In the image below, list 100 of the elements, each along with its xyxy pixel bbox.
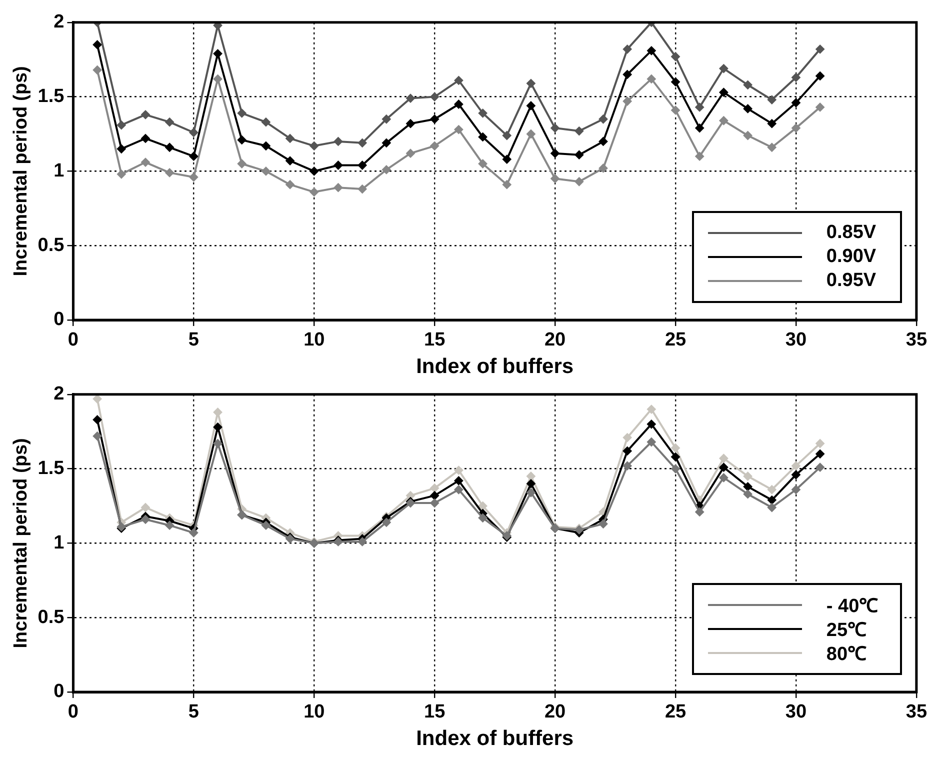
point bbox=[237, 159, 246, 168]
point bbox=[550, 148, 560, 158]
point bbox=[816, 462, 825, 472]
point bbox=[406, 148, 415, 158]
point bbox=[767, 485, 776, 494]
point bbox=[502, 130, 512, 140]
point bbox=[816, 439, 825, 448]
point bbox=[598, 136, 608, 146]
point bbox=[743, 482, 752, 492]
point bbox=[454, 476, 464, 486]
point bbox=[92, 415, 102, 424]
point bbox=[791, 72, 800, 82]
point bbox=[430, 92, 440, 102]
point bbox=[719, 116, 728, 126]
point bbox=[791, 124, 800, 133]
y-tick-label: 0 bbox=[54, 309, 64, 330]
point bbox=[92, 66, 102, 75]
point bbox=[502, 154, 512, 164]
point bbox=[598, 114, 608, 124]
y-tick-label: 2 bbox=[54, 12, 64, 33]
point bbox=[622, 461, 632, 470]
point bbox=[671, 443, 680, 452]
point bbox=[646, 46, 656, 56]
point bbox=[671, 106, 680, 115]
x-tick-label: 35 bbox=[906, 702, 928, 723]
point bbox=[454, 76, 464, 85]
point bbox=[695, 507, 704, 516]
point bbox=[116, 120, 126, 130]
point bbox=[140, 502, 150, 512]
x-tick-label: 5 bbox=[188, 330, 200, 351]
point bbox=[165, 118, 174, 127]
point bbox=[140, 134, 150, 143]
point bbox=[719, 462, 728, 472]
point bbox=[358, 184, 367, 194]
legend-label: 0.90V bbox=[826, 246, 876, 268]
point bbox=[622, 96, 632, 106]
point bbox=[454, 100, 464, 109]
y-axis-title: Incremental period (ps) bbox=[10, 66, 32, 276]
point bbox=[671, 452, 680, 462]
point bbox=[310, 188, 319, 197]
point bbox=[816, 44, 825, 54]
point bbox=[213, 422, 222, 432]
point bbox=[743, 472, 752, 481]
point bbox=[140, 158, 150, 167]
point bbox=[189, 172, 198, 182]
point bbox=[213, 439, 222, 448]
point bbox=[382, 518, 391, 527]
point bbox=[237, 108, 246, 118]
point bbox=[382, 114, 391, 124]
x-tick-label: 5 bbox=[188, 702, 200, 723]
legend-label: 25℃ bbox=[826, 619, 867, 642]
point bbox=[646, 420, 656, 429]
y-tick-label: 1 bbox=[54, 160, 65, 182]
point bbox=[358, 537, 367, 546]
x-tick-label: 30 bbox=[785, 702, 807, 723]
point bbox=[189, 152, 198, 161]
point bbox=[454, 466, 464, 475]
point bbox=[189, 528, 198, 538]
point bbox=[622, 70, 632, 79]
point bbox=[526, 130, 536, 138]
point bbox=[646, 404, 656, 414]
point bbox=[791, 461, 800, 470]
point bbox=[743, 104, 752, 114]
y-tick-label: 2 bbox=[54, 384, 64, 405]
x-tick-label: 15 bbox=[424, 330, 446, 351]
y-tick-label: 1 bbox=[54, 532, 65, 554]
point bbox=[310, 166, 319, 176]
point bbox=[92, 432, 102, 441]
x-tick-label: 0 bbox=[68, 702, 78, 723]
point bbox=[478, 159, 488, 168]
point bbox=[334, 160, 343, 170]
point bbox=[140, 110, 150, 120]
x-tick-label: 25 bbox=[664, 330, 687, 351]
point bbox=[791, 485, 800, 494]
legend-label: 0.85V bbox=[826, 222, 876, 244]
point bbox=[671, 52, 680, 62]
legend-label: 80℃ bbox=[826, 643, 867, 666]
point bbox=[116, 144, 126, 154]
x-tick-label: 20 bbox=[544, 330, 566, 351]
point bbox=[743, 80, 752, 90]
point bbox=[430, 498, 440, 508]
point bbox=[622, 433, 632, 442]
point bbox=[695, 124, 704, 133]
point bbox=[213, 49, 222, 58]
point bbox=[261, 166, 270, 176]
x-tick-label: 0 bbox=[68, 330, 78, 351]
point bbox=[816, 102, 825, 112]
y-tick-label: 0 bbox=[54, 681, 64, 702]
point bbox=[261, 520, 270, 530]
point bbox=[671, 464, 680, 474]
point bbox=[189, 128, 198, 138]
point bbox=[791, 98, 800, 108]
point bbox=[165, 168, 174, 178]
point bbox=[430, 491, 440, 500]
point bbox=[140, 514, 150, 524]
x-tick-label: 30 bbox=[785, 330, 807, 351]
point bbox=[598, 164, 608, 173]
y-tick-label: 0.5 bbox=[38, 606, 65, 628]
point bbox=[526, 78, 536, 88]
point bbox=[598, 519, 608, 528]
